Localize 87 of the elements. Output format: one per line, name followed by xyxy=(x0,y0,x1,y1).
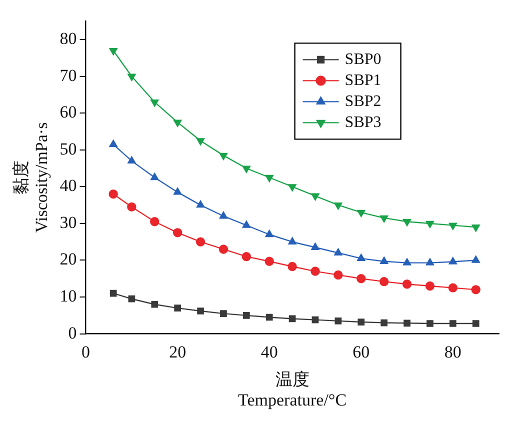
point xyxy=(334,270,343,280)
point xyxy=(196,200,205,208)
point xyxy=(449,320,456,327)
y-tick-label: 10 xyxy=(60,286,77,306)
point xyxy=(334,202,342,210)
point xyxy=(174,304,182,312)
x-tick-label: 0 xyxy=(82,342,90,362)
legend-label: SBP0 xyxy=(344,50,382,68)
point xyxy=(358,318,365,326)
point xyxy=(219,152,228,160)
point xyxy=(128,74,136,81)
point xyxy=(150,217,160,226)
point xyxy=(242,252,252,262)
point xyxy=(356,274,366,284)
y-tick-label: 0 xyxy=(68,323,77,342)
point xyxy=(265,230,274,238)
point xyxy=(109,48,118,56)
point xyxy=(402,258,412,266)
point xyxy=(108,189,118,199)
point xyxy=(288,262,297,272)
y-tick-label: 70 xyxy=(60,66,77,85)
point xyxy=(288,237,296,244)
point xyxy=(128,156,136,164)
point xyxy=(379,276,389,286)
y-tick-label: 30 xyxy=(60,212,77,232)
y-tick-label: 60 xyxy=(60,102,77,122)
point xyxy=(472,224,480,232)
legend-label: SBP3 xyxy=(344,114,382,131)
point xyxy=(150,100,159,107)
x-tick-label: 60 xyxy=(352,342,370,362)
y-tick-label: 80 xyxy=(60,29,77,48)
x-tick-label: 40 xyxy=(260,342,278,362)
point xyxy=(128,295,136,302)
legend-label: SBP1 xyxy=(344,72,382,89)
x-tick-label: 80 xyxy=(444,342,462,362)
point xyxy=(150,172,159,180)
point xyxy=(242,166,250,173)
point xyxy=(197,308,204,314)
point xyxy=(404,320,410,327)
point xyxy=(402,280,412,289)
point xyxy=(196,237,206,246)
point xyxy=(426,258,434,266)
y-tick-label: 20 xyxy=(60,250,77,269)
y-tick-label: 40 xyxy=(60,176,77,196)
point xyxy=(218,244,228,254)
point xyxy=(311,242,320,250)
point xyxy=(264,256,274,266)
point xyxy=(448,222,457,230)
legend-label: SBP2 xyxy=(344,92,382,110)
x-tick-label: 20 xyxy=(169,342,186,362)
point xyxy=(334,318,342,324)
point xyxy=(127,202,136,212)
point xyxy=(174,188,182,195)
point xyxy=(151,300,158,308)
point xyxy=(357,210,366,218)
point xyxy=(402,219,412,226)
point xyxy=(472,256,480,263)
point xyxy=(380,319,388,326)
point xyxy=(425,281,435,291)
point xyxy=(312,316,319,324)
point xyxy=(110,290,117,297)
point xyxy=(426,220,434,228)
point xyxy=(174,120,182,127)
point xyxy=(288,184,296,192)
point xyxy=(472,320,480,327)
point xyxy=(219,212,228,219)
point xyxy=(380,256,388,264)
point xyxy=(172,228,182,238)
point xyxy=(448,283,458,292)
point xyxy=(471,285,480,294)
x-axis-title: 温度 Temperature/°C xyxy=(238,370,347,410)
point xyxy=(242,220,250,228)
y-axis-title: 黏度 Viscosity/mPa·s xyxy=(12,122,52,233)
point xyxy=(242,312,250,319)
point xyxy=(380,215,388,223)
point xyxy=(426,320,434,327)
point xyxy=(357,254,366,262)
point xyxy=(448,257,457,264)
point xyxy=(196,138,205,146)
point xyxy=(288,315,296,322)
point xyxy=(311,193,320,200)
point xyxy=(334,248,342,256)
point xyxy=(220,310,227,317)
y-tick-label: 50 xyxy=(60,139,77,158)
point xyxy=(310,266,320,276)
point xyxy=(265,174,274,182)
point xyxy=(266,314,273,321)
